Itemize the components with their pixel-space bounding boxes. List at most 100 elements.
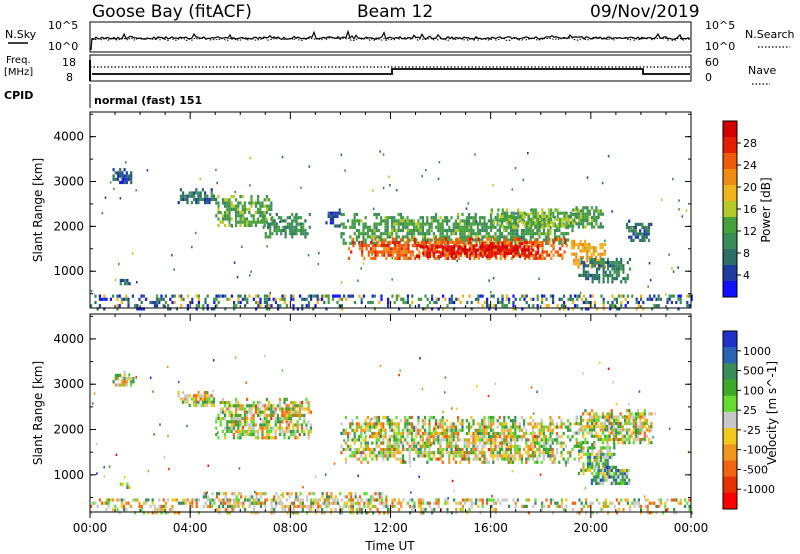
heatmap-point: [467, 202, 470, 205]
heatmap-cell: [297, 495, 300, 499]
heatmap-cell: [424, 447, 427, 452]
heatmap-cell: [428, 501, 431, 505]
heatmap-cell: [509, 222, 512, 226]
heatmap-cell: [325, 501, 329, 505]
heatmap-cell: [589, 455, 592, 460]
heatmap-cell: [428, 222, 431, 226]
heatmap-cell: [625, 226, 629, 230]
heatmap-cell: [415, 425, 418, 429]
heatmap-cell: [251, 495, 254, 499]
heatmap-cell: [505, 438, 508, 442]
heatmap-cell: [349, 225, 352, 229]
heatmap-cell: [523, 248, 526, 252]
heatmap-cell: [677, 307, 680, 311]
heatmap-cell: [302, 232, 305, 236]
heatmap-cell: [589, 257, 592, 261]
heatmap-cell: [590, 478, 593, 482]
heatmap-cell: [496, 216, 499, 220]
heatmap-cell: [243, 204, 246, 208]
heatmap-cell: [602, 468, 605, 472]
heatmap-cell: [534, 221, 537, 225]
heatmap-cell: [191, 504, 194, 508]
heatmap-cell: [474, 435, 477, 439]
heatmap-cell: [606, 264, 610, 268]
heatmap-cell: [590, 246, 593, 250]
heatmap-cell: [470, 228, 473, 233]
heatmap-cell: [395, 441, 398, 445]
heatmap-cell: [224, 214, 227, 218]
heatmap-cell: [281, 417, 284, 421]
heatmap-cell: [597, 418, 600, 422]
heatmap-cell: [634, 425, 638, 429]
heatmap-cell: [446, 435, 449, 439]
heatmap-cell: [492, 441, 495, 445]
heatmap-cell: [377, 454, 380, 458]
heatmap-cell: [465, 235, 468, 239]
heatmap-cell: [208, 394, 211, 398]
heatmap-cell: [263, 417, 266, 421]
heatmap-cell: [482, 250, 485, 254]
heatmap-cell: [317, 508, 320, 512]
heatmap-cell: [123, 168, 126, 172]
heatmap-cell: [360, 511, 363, 515]
heatmap-cell: [490, 438, 493, 442]
heatmap-cell: [299, 232, 303, 236]
heatmap-cell: [540, 460, 543, 464]
heatmap-cell: [496, 245, 500, 249]
heatmap-cell: [275, 228, 278, 233]
heatmap-cell: [558, 435, 561, 439]
heatmap-cell: [355, 212, 358, 217]
heatmap-cell: [519, 218, 522, 222]
heatmap-cell: [490, 228, 493, 233]
heatmap-point: [249, 156, 251, 160]
heatmap-cell: [463, 245, 467, 249]
heatmap-cell: [531, 457, 534, 461]
heatmap-cell: [232, 417, 235, 421]
heatmap-cell: [564, 232, 567, 236]
heatmap-cell: [479, 422, 482, 426]
heatmap-cell: [197, 191, 200, 195]
heatmap-cell: [397, 451, 400, 455]
heatmap-cell: [428, 428, 431, 432]
heatmap-cell: [215, 214, 218, 218]
heatmap-cell: [541, 211, 544, 215]
heatmap-cell: [446, 447, 449, 452]
heatmap-cell: [503, 228, 506, 233]
heatmap-cell: [481, 451, 484, 455]
heatmap-cell: [641, 222, 644, 226]
heatmap-cell: [408, 415, 411, 420]
heatmap-cell: [257, 413, 260, 417]
heatmap-cell: [114, 373, 117, 377]
heatmap-point: [607, 155, 610, 158]
heatmap-cell: [613, 304, 616, 308]
heatmap-cell: [587, 264, 590, 268]
heatmap-cell: [582, 300, 585, 305]
heatmap-cell: [531, 441, 534, 445]
heatmap-cell: [383, 250, 386, 254]
heatmap-cell: [254, 211, 257, 215]
heatmap-cell: [579, 243, 582, 247]
heatmap-cell: [485, 222, 488, 226]
heatmap-cell: [415, 222, 418, 226]
heatmap-cell: [399, 457, 402, 461]
heatmap-cell: [250, 426, 253, 430]
heatmap-cell: [292, 294, 295, 298]
heatmap-cell: [459, 508, 462, 512]
heatmap-cell: [556, 235, 559, 239]
heatmap-cell: [492, 221, 496, 225]
heatmap-cell: [284, 219, 287, 223]
heatmap-cell: [547, 224, 551, 228]
heatmap-cell: [593, 475, 596, 479]
heatmap-cell: [226, 498, 229, 502]
heatmap-cell: [193, 498, 196, 502]
heatmap-point: [678, 208, 680, 211]
heatmap-cell: [224, 410, 227, 414]
heatmap-cell: [550, 211, 553, 215]
heatmap-cell: [90, 511, 93, 515]
heatmap-cell: [235, 495, 238, 499]
heatmap-cell: [186, 394, 189, 398]
heatmap-cell: [299, 501, 302, 505]
heatmap-cell: [490, 224, 493, 228]
heatmap-cell: [228, 207, 231, 211]
heatmap-cell: [639, 425, 642, 429]
